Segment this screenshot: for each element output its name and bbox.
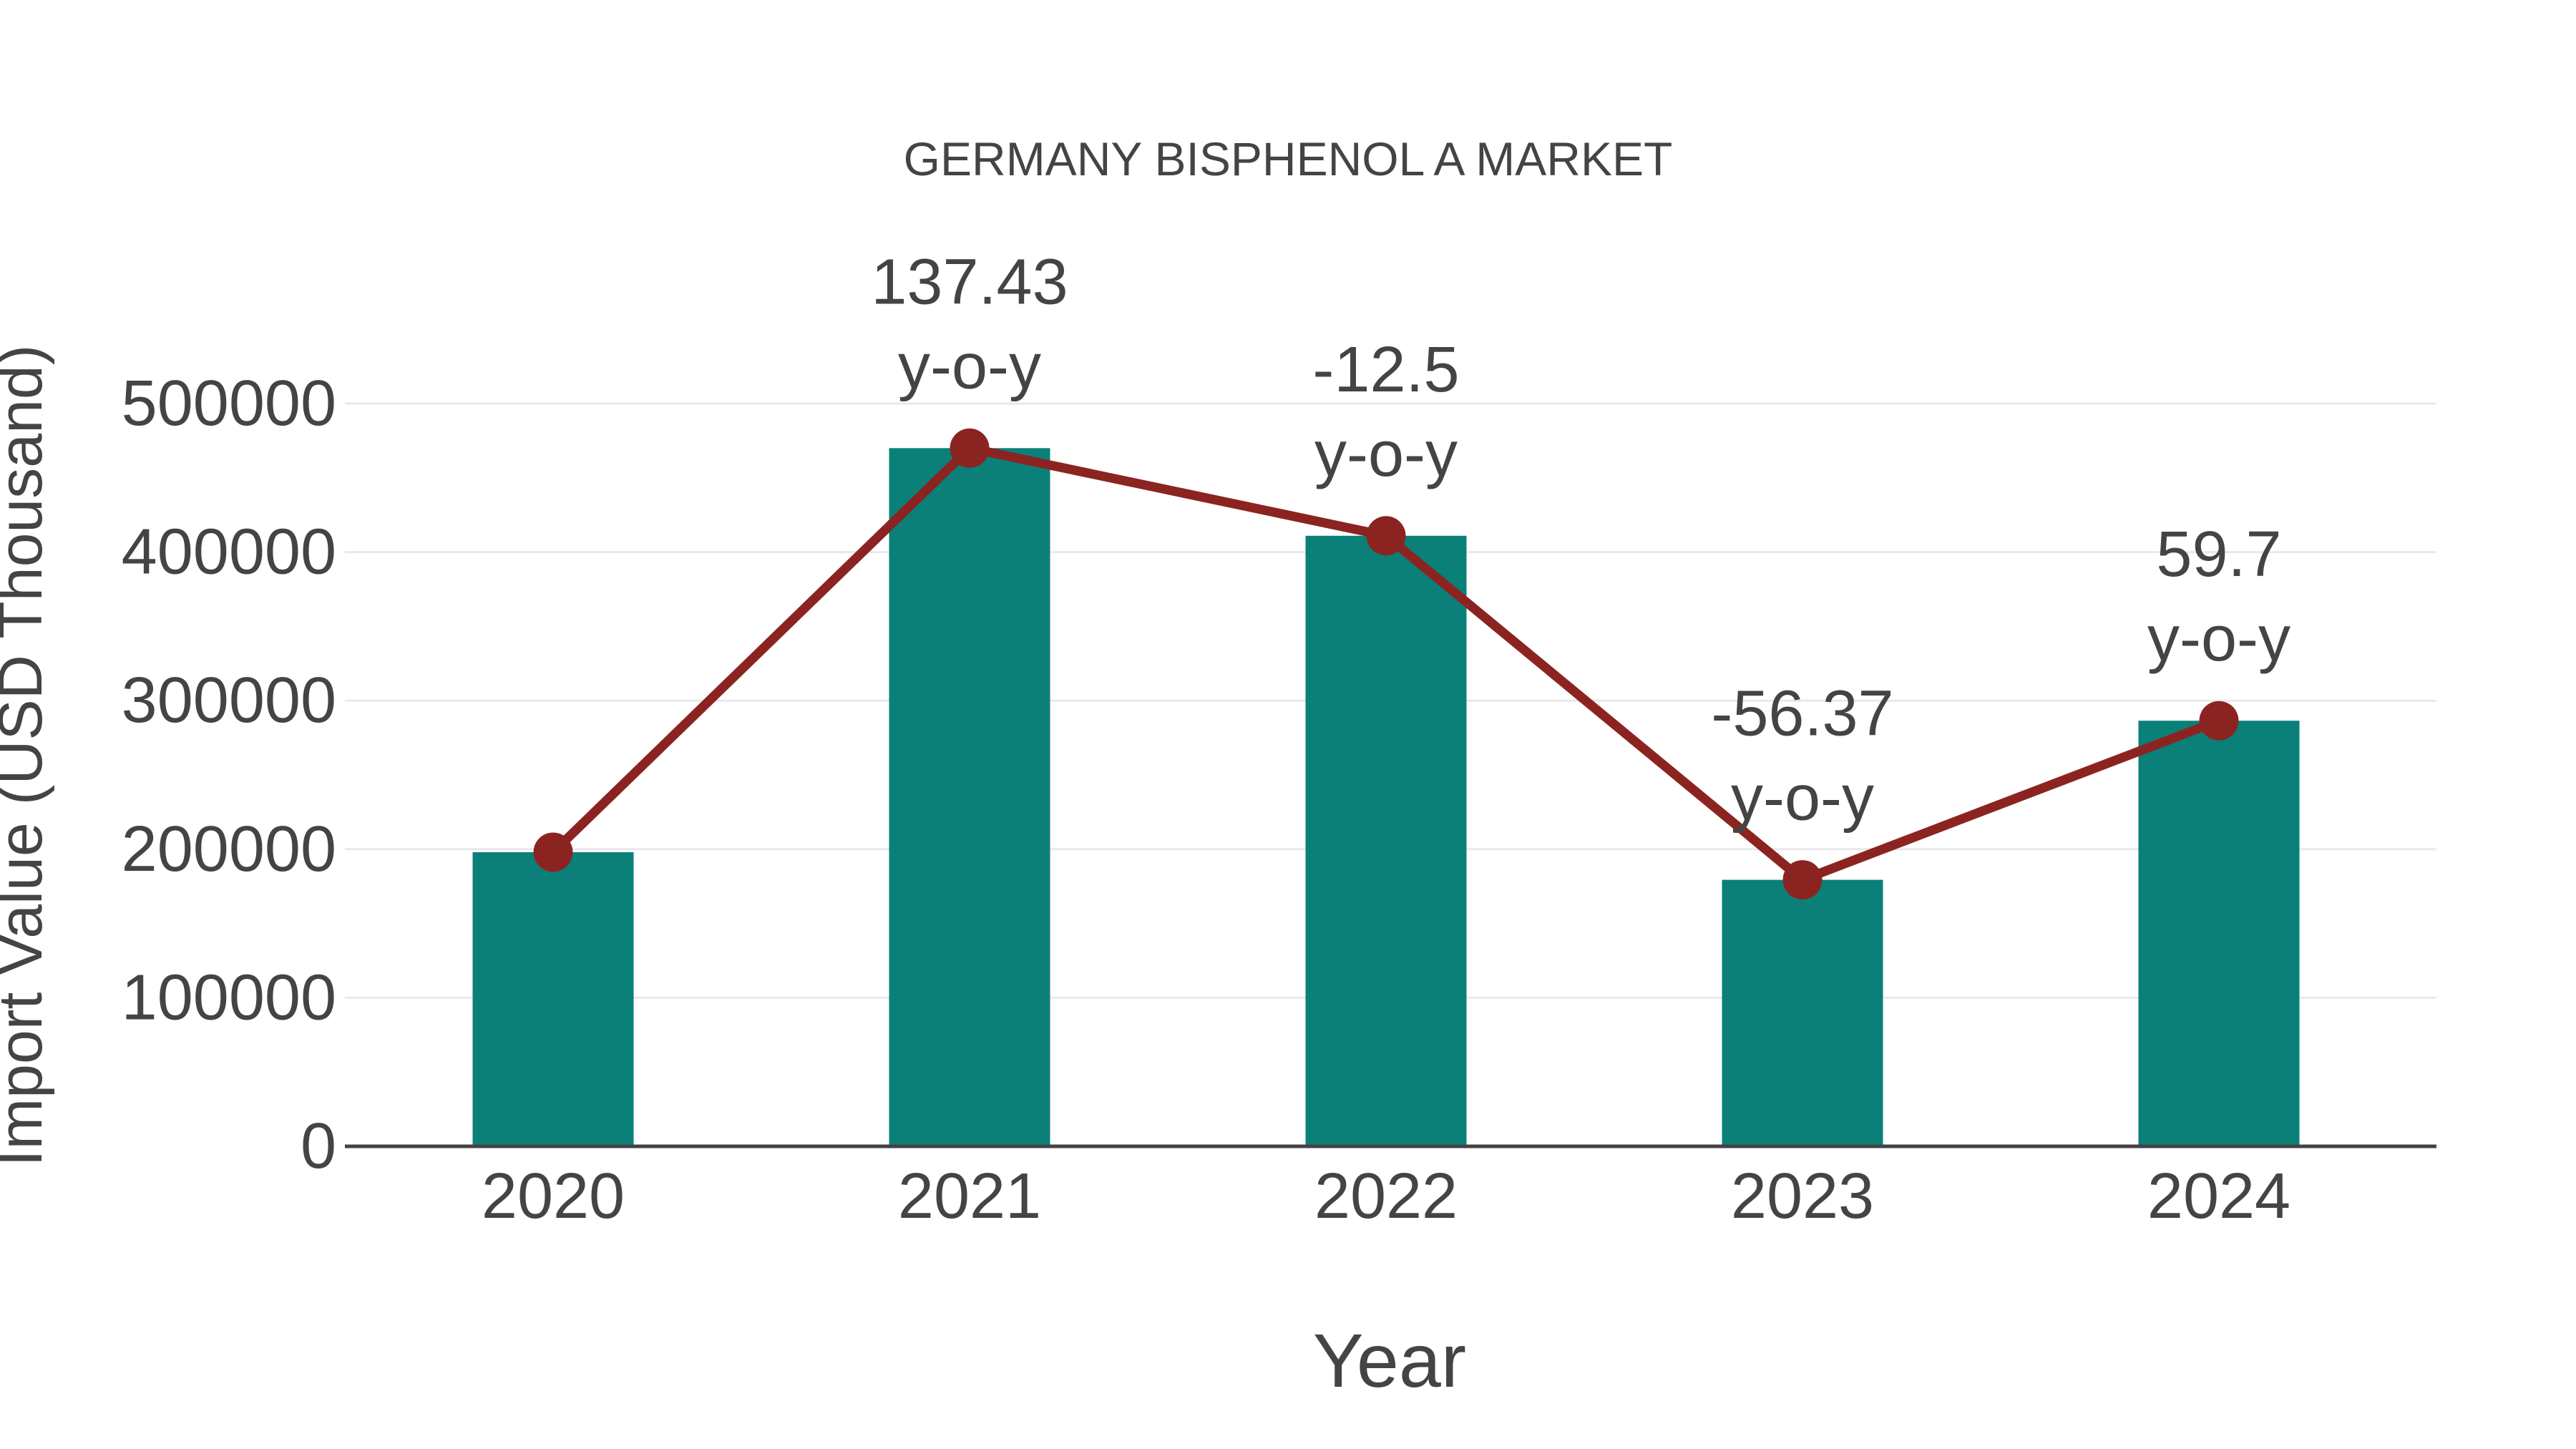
annotation-label-2022: y-o-y: [1314, 419, 1458, 490]
annotation-2024: 59.7 y-o-y: [2147, 519, 2290, 675]
x-tick-label-2024: 2024: [2147, 1161, 2290, 1232]
trend-marker-2024[interactable]: [2199, 701, 2239, 741]
y-tick-label-200000: 200000: [122, 814, 336, 885]
x-tick-label-2023: 2023: [1731, 1161, 1874, 1232]
annotation-value-2022: -12.5: [1312, 334, 1459, 406]
annotation-label-2024: y-o-y: [2147, 603, 2290, 675]
bar-2023[interactable]: [1722, 879, 1883, 1148]
y-tick-label-500000: 500000: [122, 368, 336, 439]
bar-2022[interactable]: [1305, 535, 1467, 1148]
y-tick-label-0: 0: [301, 1111, 336, 1182]
x-tick-label-2022: 2022: [1314, 1161, 1458, 1232]
annotation-value-2024: 59.7: [2156, 519, 2281, 590]
annotation-label-2021: y-o-y: [898, 331, 1041, 402]
y-axis-title: Import Value (USD Thousand): [0, 345, 55, 1167]
annotation-value-2023: -56.37: [1711, 678, 1893, 750]
trend-marker-2021[interactable]: [950, 428, 990, 468]
trend-marker-2022[interactable]: [1366, 516, 1406, 556]
chart-title: GERMANY BISPHENOL A MARKET: [904, 132, 1673, 185]
yoy-annotations: 137.43 y-o-y -12.5 y-o-y -56.37 y-o-y 59.7 y-o-…: [871, 246, 2290, 834]
bar-2020[interactable]: [472, 852, 634, 1148]
x-tick-label-2021: 2021: [898, 1161, 1041, 1232]
annotation-value-2021: 137.43: [871, 246, 1068, 318]
x-axis-tick-labels: 2020 2021 2022 2023 2024: [482, 1161, 2290, 1232]
y-tick-label-400000: 400000: [122, 517, 336, 588]
annotation-2023: -56.37 y-o-y: [1711, 678, 1893, 834]
bar-2024[interactable]: [2138, 721, 2300, 1148]
annotation-2022: -12.5 y-o-y: [1312, 334, 1459, 490]
trend-line-markers: [533, 428, 2239, 900]
import-value-bar-series: [472, 448, 2300, 1148]
annotation-2021: 137.43 y-o-y: [871, 246, 1068, 402]
x-tick-label-2020: 2020: [482, 1161, 625, 1232]
bar-2021[interactable]: [889, 448, 1050, 1148]
trend-marker-2023[interactable]: [1782, 860, 1823, 900]
x-axis-title: Year: [1313, 1319, 1466, 1403]
y-tick-label-100000: 100000: [122, 962, 336, 1033]
annotation-label-2023: y-o-y: [1731, 763, 1874, 834]
y-tick-label-300000: 300000: [122, 665, 336, 736]
trend-marker-2020[interactable]: [533, 832, 573, 872]
y-axis-tick-labels: 0 100000 200000 300000 400000 500000: [122, 368, 336, 1182]
